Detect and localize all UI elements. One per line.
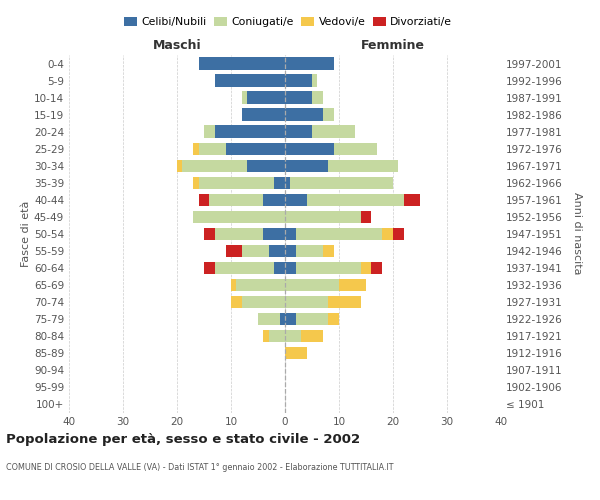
- Bar: [393, 228, 404, 240]
- Bar: [404, 194, 420, 206]
- Bar: [290, 176, 393, 189]
- Bar: [339, 278, 366, 291]
- Bar: [215, 126, 285, 138]
- Bar: [312, 74, 317, 86]
- Bar: [209, 194, 263, 206]
- Bar: [263, 194, 285, 206]
- Bar: [285, 330, 301, 342]
- Bar: [285, 92, 312, 104]
- Bar: [269, 244, 285, 257]
- Bar: [285, 194, 307, 206]
- Bar: [334, 142, 377, 155]
- Text: Femmine: Femmine: [361, 40, 425, 52]
- Bar: [285, 228, 296, 240]
- Bar: [382, 228, 393, 240]
- Bar: [204, 262, 215, 274]
- Bar: [226, 244, 242, 257]
- Bar: [323, 108, 334, 120]
- Bar: [226, 142, 285, 155]
- Legend: Celibi/Nubili, Coniugati/e, Vedovi/e, Divorziati/e: Celibi/Nubili, Coniugati/e, Vedovi/e, Di…: [119, 13, 457, 32]
- Bar: [285, 176, 290, 189]
- Bar: [215, 228, 263, 240]
- Bar: [301, 330, 323, 342]
- Bar: [328, 296, 361, 308]
- Bar: [193, 142, 199, 155]
- Bar: [285, 296, 328, 308]
- Bar: [307, 194, 404, 206]
- Bar: [285, 312, 296, 325]
- Bar: [296, 312, 328, 325]
- Bar: [193, 176, 199, 189]
- Bar: [296, 228, 382, 240]
- Bar: [285, 74, 312, 86]
- Bar: [312, 92, 323, 104]
- Bar: [280, 312, 285, 325]
- Bar: [177, 160, 182, 172]
- Bar: [323, 244, 334, 257]
- Bar: [285, 58, 334, 70]
- Bar: [215, 74, 285, 86]
- Y-axis label: Fasce di età: Fasce di età: [21, 200, 31, 267]
- Bar: [285, 160, 328, 172]
- Bar: [274, 176, 285, 189]
- Bar: [231, 296, 242, 308]
- Bar: [199, 194, 209, 206]
- Bar: [285, 244, 296, 257]
- Bar: [328, 312, 339, 325]
- Bar: [199, 58, 285, 70]
- Bar: [247, 92, 285, 104]
- Bar: [204, 228, 215, 240]
- Bar: [199, 142, 226, 155]
- Bar: [361, 262, 371, 274]
- Bar: [263, 228, 285, 240]
- Bar: [193, 210, 285, 223]
- Bar: [285, 210, 361, 223]
- Bar: [312, 126, 355, 138]
- Bar: [242, 108, 285, 120]
- Text: COMUNE DI CROSIO DELLA VALLE (VA) - Dati ISTAT 1° gennaio 2002 - Elaborazione TU: COMUNE DI CROSIO DELLA VALLE (VA) - Dati…: [6, 462, 394, 471]
- Bar: [285, 347, 307, 359]
- Bar: [285, 262, 296, 274]
- Bar: [371, 262, 382, 274]
- Bar: [242, 296, 285, 308]
- Bar: [215, 262, 274, 274]
- Bar: [247, 160, 285, 172]
- Bar: [242, 92, 247, 104]
- Text: Popolazione per età, sesso e stato civile - 2002: Popolazione per età, sesso e stato civil…: [6, 432, 360, 446]
- Bar: [231, 278, 236, 291]
- Bar: [274, 262, 285, 274]
- Bar: [263, 330, 269, 342]
- Bar: [285, 126, 312, 138]
- Bar: [258, 312, 280, 325]
- Bar: [296, 262, 361, 274]
- Bar: [285, 278, 339, 291]
- Bar: [328, 160, 398, 172]
- Bar: [269, 330, 285, 342]
- Bar: [204, 126, 215, 138]
- Bar: [199, 176, 274, 189]
- Bar: [236, 278, 285, 291]
- Bar: [242, 244, 269, 257]
- Bar: [285, 142, 334, 155]
- Text: Maschi: Maschi: [152, 40, 202, 52]
- Bar: [285, 108, 323, 120]
- Bar: [296, 244, 323, 257]
- Y-axis label: Anni di nascita: Anni di nascita: [572, 192, 582, 275]
- Bar: [361, 210, 371, 223]
- Bar: [182, 160, 247, 172]
